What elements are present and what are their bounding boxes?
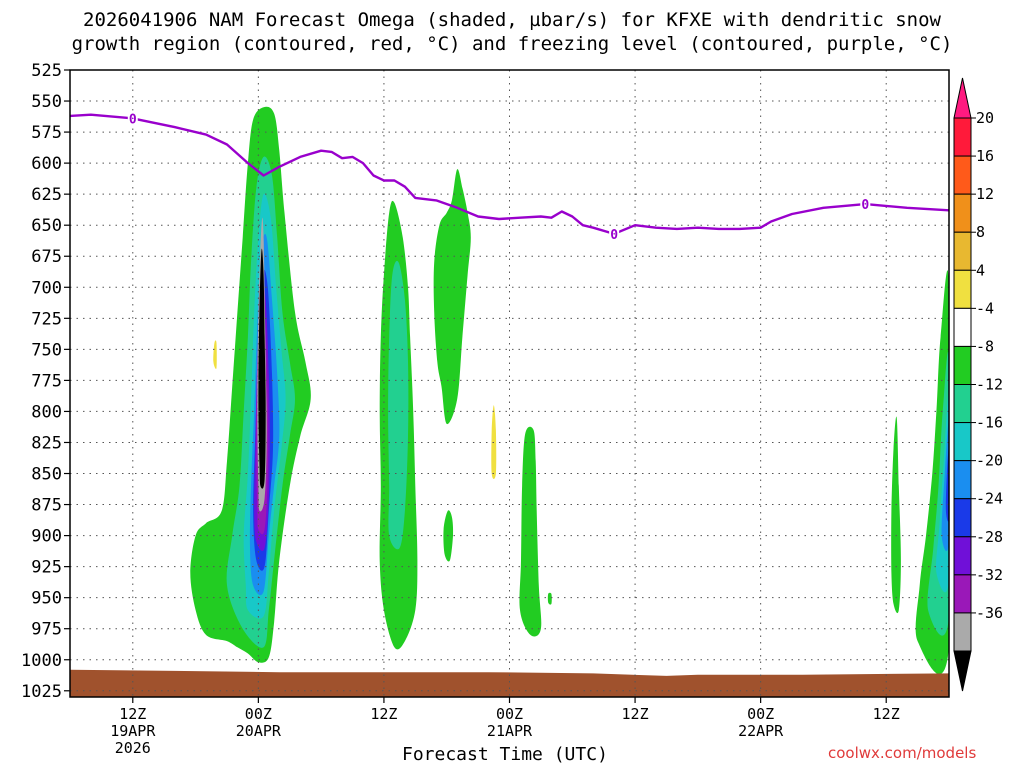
colorbar-label-4: 4 [976, 261, 985, 279]
x-axis-title: Forecast Time (UTC) [402, 744, 608, 765]
colorbar-label-10: -24 [976, 490, 1003, 508]
colorbar-label-12: -32 [976, 566, 1003, 584]
omega-region-10 [388, 260, 409, 550]
terrain-fill [70, 669, 949, 697]
omega-region-14 [547, 592, 552, 605]
colorbar-label-1: 16 [976, 147, 994, 165]
y-tick-label-2: 575 [31, 123, 62, 143]
colorbar-label-0: 20 [976, 109, 994, 127]
freezing-label-0: 0 [129, 112, 137, 127]
colorbar-swatch-1 [953, 155, 972, 195]
colorbar-label-8: -16 [976, 414, 1003, 432]
omega-region-21 [213, 340, 217, 369]
credit-text: coolwx.com/models [828, 744, 977, 762]
omega-shading [190, 106, 949, 675]
freezing-label-bg-1 [609, 225, 620, 241]
colorbar-label-13: -36 [976, 604, 1003, 622]
colorbar-label-6: -8 [976, 337, 994, 355]
colorbar-label-11: -28 [976, 528, 1003, 546]
colorbar-swatch-2 [953, 193, 972, 233]
colorbar-swatch-10 [953, 498, 972, 538]
x-tick-label-5: 00Z [747, 705, 774, 723]
x-tick-sublabel-1-0: 20APR [236, 722, 282, 740]
y-tick-label-11: 800 [31, 402, 62, 422]
y-tick-label-13: 850 [31, 465, 62, 485]
grid-lines [70, 70, 949, 697]
x-tick-label-3: 00Z [496, 705, 523, 723]
freezing-label-bg-2 [860, 196, 871, 212]
y-tick-label-6: 675 [31, 247, 62, 267]
colorbar: 20 16 12 8 4 -4 -8 -12 -16 -20 -24 -28 -32 -36 [953, 77, 1003, 692]
colorbar-bottom-arrow [953, 650, 972, 692]
omega-region-15 [891, 416, 901, 614]
y-tick-label-0: 525 [31, 61, 62, 81]
x-tick-sublabel-5-0: 22APR [738, 722, 784, 740]
x-tick-label-1: 00Z [245, 705, 272, 723]
colorbar-label-2: 12 [976, 185, 994, 203]
x-tick-sublabel-0-1: 2026 [115, 739, 151, 757]
x-tick-label-6: 12Z [873, 705, 900, 723]
colorbar-swatch-7 [953, 384, 972, 424]
colorbar-label-5: -4 [976, 299, 994, 317]
y-tick-label-10: 775 [31, 371, 62, 391]
omega-region-13 [519, 426, 542, 637]
y-tick-label-7: 700 [31, 278, 62, 298]
y-tick-label-3: 600 [31, 154, 62, 174]
colorbar-label-7: -12 [976, 376, 1003, 394]
colorbar-swatch-9 [953, 460, 972, 500]
colorbar-swatch-8 [953, 422, 972, 462]
colorbar-swatch-5 [953, 307, 972, 347]
y-tick-label-18: 975 [31, 620, 62, 640]
y-tick-label-20: 1025 [21, 682, 62, 702]
freezing-label-2: 0 [861, 198, 869, 213]
omega-region-11 [433, 169, 471, 425]
omega-region-20 [945, 447, 949, 522]
y-tick-label-15: 900 [31, 527, 62, 547]
x-tick-sublabel-0-0: 19APR [110, 722, 156, 740]
y-tick-label-19: 1000 [21, 651, 62, 671]
colorbar-swatch-3 [953, 231, 972, 271]
x-tick-sublabel-3-0: 21APR [487, 722, 533, 740]
colorbar-label-3: 8 [976, 223, 985, 241]
colorbar-swatch-0 [953, 117, 972, 157]
x-tick-label-0: 12Z [119, 705, 146, 723]
x-tick-label-4: 12Z [622, 705, 649, 723]
y-tick-label-5: 650 [31, 216, 62, 236]
colorbar-swatch-13 [953, 612, 972, 652]
freezing-level-line [70, 113, 949, 236]
y-tick-label-14: 875 [31, 496, 62, 516]
y-tick-label-4: 625 [31, 185, 62, 205]
y-tick-label-16: 925 [31, 558, 62, 578]
y-tick-label-9: 750 [31, 340, 62, 360]
y-tick-label-17: 950 [31, 589, 62, 609]
x-tick-label-2: 12Z [370, 705, 397, 723]
y-tick-label-1: 550 [31, 92, 62, 112]
terrain [70, 669, 949, 697]
freezing-label-1: 0 [610, 228, 618, 243]
colorbar-swatch-12 [953, 574, 972, 614]
y-tick-label-8: 725 [31, 309, 62, 329]
colorbar-swatch-11 [953, 536, 972, 576]
freezing-level-contour: 0 0 0 [70, 110, 949, 243]
y-tick-label-12: 825 [31, 433, 62, 453]
chart-title: 2026041906 NAM Forecast Omega (shaded, µ… [71, 9, 953, 55]
freezing-label-bg-0 [127, 110, 138, 126]
omega-region-8 [258, 248, 266, 489]
colorbar-label-9: -20 [976, 452, 1003, 470]
colorbar-swatch-4 [953, 269, 972, 309]
colorbar-swatch-6 [953, 345, 972, 385]
colorbar-top-arrow [953, 77, 972, 119]
y-axis: 525 550 575 600 625 650 675 700 725 750 775 800 825 8… [21, 61, 70, 702]
